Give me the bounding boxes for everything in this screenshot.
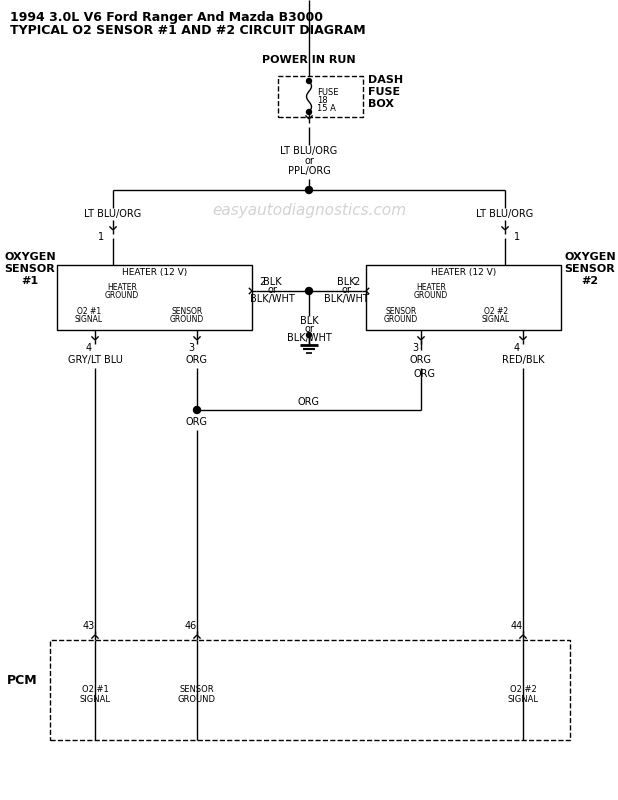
Text: 3: 3	[188, 343, 194, 353]
Text: ORG: ORG	[413, 369, 435, 379]
Text: BLK/WHT: BLK/WHT	[287, 333, 331, 343]
Text: 46: 46	[185, 621, 197, 631]
Text: GROUND: GROUND	[414, 290, 448, 299]
Circle shape	[307, 333, 311, 338]
Text: POWER IN RUN: POWER IN RUN	[262, 55, 356, 65]
Text: SIGNAL: SIGNAL	[482, 315, 510, 325]
Circle shape	[307, 78, 311, 83]
Text: GROUND: GROUND	[170, 315, 204, 325]
Text: SENSOR: SENSOR	[4, 264, 56, 274]
Text: O2 #1: O2 #1	[82, 686, 108, 694]
Text: TYPICAL O2 SENSOR #1 AND #2 CIRCUIT DIAGRAM: TYPICAL O2 SENSOR #1 AND #2 CIRCUIT DIAG…	[10, 25, 366, 38]
Text: SIGNAL: SIGNAL	[75, 315, 103, 325]
Text: HEATER (12 V): HEATER (12 V)	[431, 269, 496, 278]
Bar	[57, 265, 252, 330]
Circle shape	[307, 110, 311, 114]
Text: #1: #1	[22, 276, 38, 286]
Text: BLK/WHT: BLK/WHT	[324, 294, 368, 304]
Text: 1: 1	[98, 232, 104, 242]
Bar	[278, 76, 363, 117]
Text: or: or	[341, 285, 351, 295]
Text: O2 #2: O2 #2	[510, 686, 536, 694]
Text: 18: 18	[317, 96, 328, 105]
Text: 3: 3	[412, 343, 418, 353]
Text: #2: #2	[582, 276, 599, 286]
Text: BLK: BLK	[300, 316, 318, 326]
Text: 1: 1	[514, 232, 520, 242]
Circle shape	[305, 186, 313, 194]
Bar	[50, 640, 570, 740]
Text: 2: 2	[259, 277, 265, 287]
Text: 2: 2	[353, 277, 359, 287]
Text: PPL/ORG: PPL/ORG	[287, 166, 331, 176]
Text: OXYGEN: OXYGEN	[564, 252, 616, 262]
Text: LT BLU/ORG: LT BLU/ORG	[476, 209, 533, 219]
Text: FUSE: FUSE	[317, 88, 339, 97]
Text: LT BLU/ORG: LT BLU/ORG	[281, 146, 337, 156]
Text: SENSOR: SENSOR	[565, 264, 616, 274]
Text: PCM: PCM	[7, 674, 38, 686]
Text: GROUND: GROUND	[178, 695, 216, 705]
Text: GRY/LT BLU: GRY/LT BLU	[67, 355, 122, 365]
Text: HEATER: HEATER	[107, 282, 137, 291]
Text: 4: 4	[514, 343, 520, 353]
Text: or: or	[304, 156, 314, 166]
Text: BOX: BOX	[368, 99, 394, 109]
Text: or: or	[304, 324, 314, 334]
Text: LT BLU/ORG: LT BLU/ORG	[85, 209, 142, 219]
Text: O2 #1: O2 #1	[77, 307, 101, 317]
Text: DASH: DASH	[368, 75, 403, 85]
Text: SENSOR: SENSOR	[180, 686, 214, 694]
Text: GROUND: GROUND	[105, 290, 139, 299]
Text: 4: 4	[86, 343, 92, 353]
Text: O2 #2: O2 #2	[484, 307, 508, 317]
Text: SENSOR: SENSOR	[386, 307, 417, 317]
Text: GROUND: GROUND	[384, 315, 418, 325]
Text: OXYGEN: OXYGEN	[4, 252, 56, 262]
Text: HEATER (12 V): HEATER (12 V)	[122, 269, 187, 278]
Text: SIGNAL: SIGNAL	[507, 695, 538, 705]
Bar	[366, 265, 561, 330]
Text: ORG: ORG	[186, 355, 208, 365]
Text: BLK: BLK	[337, 277, 355, 287]
Text: ORG: ORG	[186, 417, 208, 427]
Text: SIGNAL: SIGNAL	[80, 695, 111, 705]
Text: easyautodiagnostics.com: easyautodiagnostics.com	[212, 202, 406, 218]
Circle shape	[193, 406, 200, 414]
Text: 44: 44	[511, 621, 523, 631]
Text: BLK/WHT: BLK/WHT	[250, 294, 294, 304]
Text: HEATER: HEATER	[416, 282, 446, 291]
Text: SENSOR: SENSOR	[171, 307, 203, 317]
Text: RED/BLK: RED/BLK	[502, 355, 544, 365]
Text: ORG: ORG	[410, 355, 432, 365]
Text: 43: 43	[83, 621, 95, 631]
Circle shape	[305, 287, 313, 294]
Text: or: or	[267, 285, 277, 295]
Text: FUSE: FUSE	[368, 87, 400, 97]
Text: BLK: BLK	[263, 277, 281, 287]
Text: 15 A: 15 A	[317, 104, 336, 113]
Text: 1994 3.0L V6 Ford Ranger And Mazda B3000: 1994 3.0L V6 Ford Ranger And Mazda B3000	[10, 10, 323, 23]
Text: ORG: ORG	[298, 397, 320, 407]
